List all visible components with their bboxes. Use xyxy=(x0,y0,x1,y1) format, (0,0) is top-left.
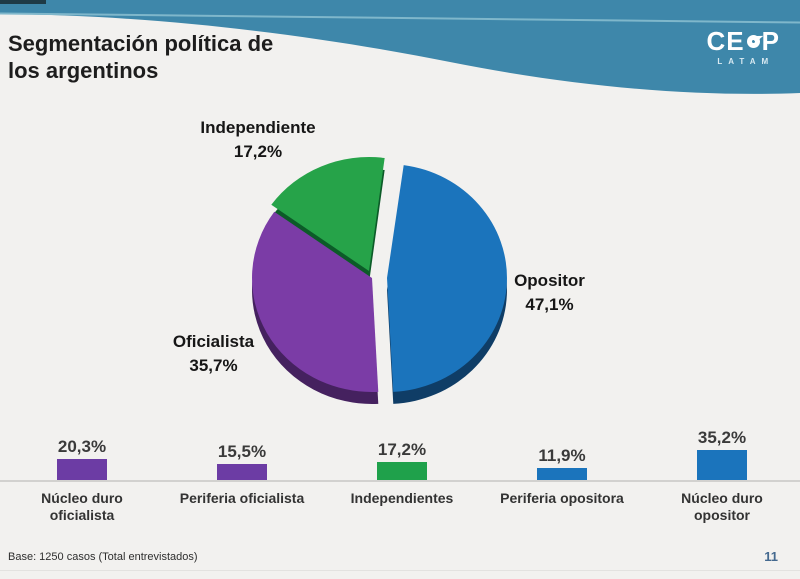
pie-label-oficialista-name: Oficialista xyxy=(172,332,255,351)
bar-chart: 20,3% 15,5% 17,2% 11,9% 35,2% xyxy=(2,428,798,480)
bar-column-periferia-opositora: 11,9% xyxy=(482,428,642,480)
bar-rect-periferia-opositora xyxy=(537,467,587,480)
bar-category-label: Periferia opositora xyxy=(500,490,624,506)
pie-label-oficialista: Oficialista 35,7% xyxy=(146,330,281,378)
pie-slice-independiente xyxy=(271,157,385,271)
bar-column-periferia-oficialista: 15,5% xyxy=(162,428,322,480)
bar-chart-baseline xyxy=(0,480,800,482)
page-title-line1: Segmentación política de xyxy=(8,31,274,56)
bar-rect-periferia-oficialista xyxy=(217,463,267,480)
header-corner-shadow xyxy=(0,0,46,4)
bar-column-independientes: 17,2% xyxy=(322,428,482,480)
bar-value: 15,5% xyxy=(217,441,267,461)
ceop-logo-text: CE P xyxy=(707,27,780,55)
header-highlight-line xyxy=(0,12,800,24)
bar-value: 17,2% xyxy=(377,440,427,460)
header-swoosh xyxy=(0,0,800,94)
bar-category-label: Núcleo duro opositor xyxy=(681,490,763,523)
pie-slice-opositor xyxy=(387,165,507,392)
bar-value: 11,9% xyxy=(538,445,586,465)
bar-category: Periferia oficialista xyxy=(162,490,322,524)
bar-column-nucleo-duro-oficialista: 20,3% xyxy=(2,428,162,480)
pie-label-opositor: Opositor 47,1% xyxy=(492,269,607,317)
pie-rim-independiente xyxy=(271,169,385,283)
pie-label-independiente-value: 17,2% xyxy=(233,142,283,161)
bar-rect-nucleo-duro-opositor xyxy=(697,450,747,480)
pie-rim-opositor xyxy=(387,177,507,404)
bar-value: 35,2% xyxy=(697,428,747,447)
bar-value: 20,3% xyxy=(57,436,107,456)
bar-category: Periferia opositora xyxy=(482,490,642,524)
bar-rect-independientes xyxy=(377,462,427,480)
bar-rect-nucleo-duro-oficialista xyxy=(57,458,107,480)
bar-category: Núcleo duro oficialista xyxy=(2,490,162,524)
header-band xyxy=(0,0,800,94)
bar-category-label: Independientes xyxy=(350,490,454,506)
bar-category-label: Núcleo duro oficialista xyxy=(41,490,123,523)
page-number: 11 xyxy=(764,549,778,564)
bar-chart-categories: Núcleo duro oficialista Periferia oficia… xyxy=(2,490,798,524)
pie-label-opositor-value: 47,1% xyxy=(525,295,574,314)
page-title-line2: los argentinos xyxy=(8,58,159,83)
pie-label-opositor-name: Opositor xyxy=(514,271,585,290)
logo-prefix: CE xyxy=(706,26,745,56)
logo-suffix: P xyxy=(761,26,780,56)
pie-label-independiente: Independiente 17,2% xyxy=(163,116,353,164)
pie-label-oficialista-value: 35,7% xyxy=(189,356,238,375)
page-title: Segmentación política de los argentinos xyxy=(8,30,338,84)
ceop-logo: CE P LATAM xyxy=(707,27,780,66)
logo-subtext: LATAM xyxy=(717,57,775,66)
bar-category: Núcleo duro opositor xyxy=(642,490,800,524)
bar-category-label: Periferia oficialista xyxy=(179,490,305,506)
footer-divider xyxy=(0,570,800,571)
bar-category: Independientes xyxy=(322,490,482,524)
base-note: Base: 1250 casos (Total entrevistados) xyxy=(8,551,198,563)
logo-o-icon xyxy=(746,34,760,48)
pie-label-independiente-name: Independiente xyxy=(200,118,316,137)
bar-column-nucleo-duro-opositor: 35,2% xyxy=(642,428,800,480)
